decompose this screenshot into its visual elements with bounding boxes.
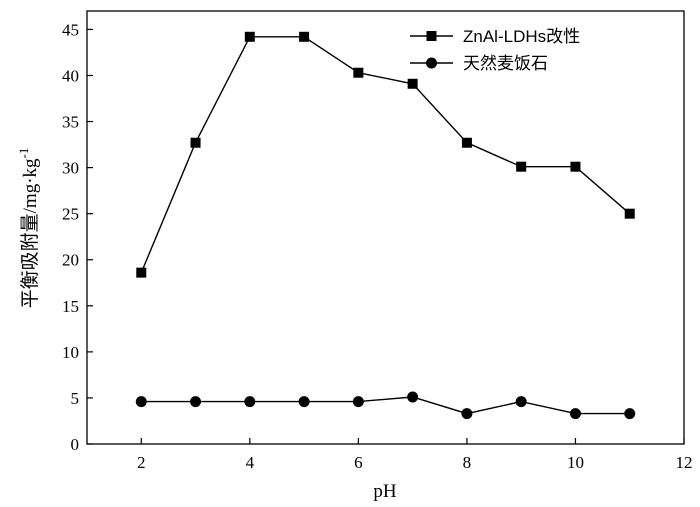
y-tick-label: 5: [71, 389, 80, 408]
legend-label: 天然麦饭石: [463, 54, 548, 73]
plot-frame: [86, 10, 685, 445]
series-layer: [135, 31, 636, 420]
axis-ticks: 2 4 6 8 10 12 0 5 10 15 20 25 30 35 40 45: [62, 20, 693, 472]
y-tick-label: 0: [71, 435, 80, 454]
series-line: [141, 396, 630, 415]
series-2: [135, 391, 636, 420]
data-point: [407, 78, 418, 89]
y-tick-label: 40: [62, 66, 79, 85]
y-axis-title-main: 平衡吸附量/mg·kg: [19, 158, 41, 308]
data-point: [624, 408, 636, 420]
data-point: [461, 137, 472, 148]
y-axis-title: 平衡吸附量/mg·kg-1: [16, 148, 41, 309]
data-point: [461, 408, 473, 420]
data-point: [190, 137, 201, 148]
data-point: [299, 31, 310, 42]
data-point: [515, 396, 527, 408]
data-point: [353, 67, 364, 78]
x-tick-label: 2: [137, 453, 146, 472]
data-point: [136, 267, 147, 278]
legend-entry: 天然麦饭石: [410, 54, 548, 73]
legend-label: ZnAl-LDHs改性: [463, 27, 580, 46]
data-point: [569, 408, 581, 420]
y-tick-label: 30: [62, 159, 79, 178]
data-point: [624, 208, 635, 219]
legend-entry: ZnAl-LDHs改性: [410, 27, 580, 46]
legend-marker: [426, 31, 437, 41]
data-point: [244, 31, 255, 42]
data-point: [407, 391, 419, 403]
data-point: [135, 396, 147, 408]
x-tick-label: 10: [567, 453, 584, 472]
y-axis-title-superscript: -1: [16, 148, 31, 159]
y-tick-label: 35: [62, 113, 79, 132]
legend-marker: [426, 57, 437, 69]
x-axis-title: pH: [373, 481, 397, 502]
y-tick-label: 10: [62, 343, 79, 362]
x-tick-label: 12: [676, 453, 693, 472]
data-point: [570, 161, 581, 172]
x-tick-label: 6: [354, 453, 363, 472]
data-point: [298, 396, 310, 408]
y-tick-label: 20: [62, 251, 79, 270]
y-tick-label: 25: [62, 205, 79, 224]
x-tick-label: 4: [246, 453, 255, 472]
y-tick-label: 45: [62, 20, 79, 39]
data-point: [190, 396, 202, 408]
data-point: [244, 396, 256, 408]
data-point: [516, 161, 527, 172]
series-1: [136, 31, 635, 278]
data-point: [352, 396, 364, 408]
y-tick-label: 15: [62, 297, 79, 316]
series-line: [140, 36, 631, 273]
x-tick-label: 8: [463, 453, 472, 472]
